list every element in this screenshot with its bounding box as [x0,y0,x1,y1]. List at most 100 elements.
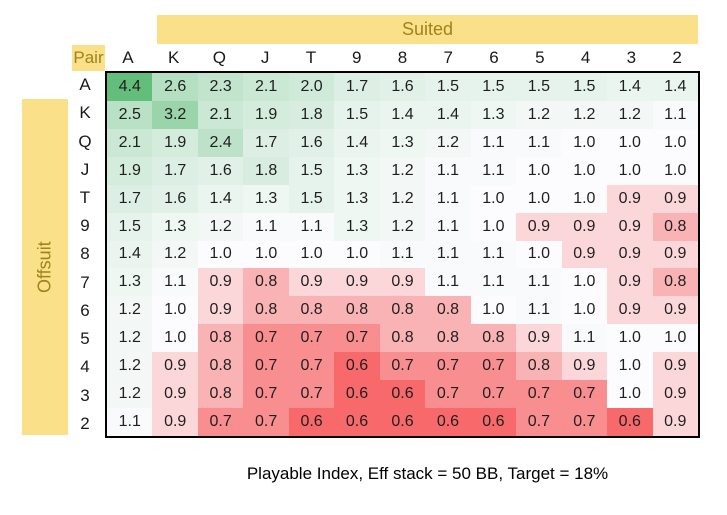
column-header: 2 [672,48,682,67]
heatmap-cell: 1.1 [516,268,562,297]
heatmap-cell: 1.1 [425,184,471,213]
heatmap-cell: 1.4 [334,128,380,157]
heatmap-cell: 1.1 [425,156,471,185]
heatmap-cell: 0.8 [243,268,289,297]
heatmap-cell: 1.2 [516,100,562,129]
heatmap-cell: 0.6 [607,408,653,436]
heatmap-cell: 1.6 [379,73,426,101]
heatmap-cell: 0.8 [334,296,380,325]
column-header: A [122,48,134,67]
heatmap-cell: 0.6 [379,408,426,436]
heatmap-cell: 1.3 [107,268,153,297]
heatmap-cell: 1.0 [607,128,653,157]
heatmap-cell: 2.5 [107,100,153,129]
heatmap-cell: 2.1 [197,100,244,129]
heatmap-cell: 0.8 [425,324,471,353]
heatmap-cell: 1.2 [379,184,426,213]
heatmap-cell: 1.0 [334,240,380,269]
heatmap-cell: 0.7 [470,352,517,381]
heatmap-cell: 1.0 [652,128,698,157]
heatmap-cell: 0.9 [379,268,426,297]
heatmap-cell: 1.1 [288,212,335,241]
heatmap-cell: 1.3 [379,128,426,157]
heatmap-cell: 0.9 [652,184,698,213]
heatmap-cell: 1.3 [243,184,289,213]
heatmap-cell: 0.7 [243,380,289,409]
row-label: 9 [80,216,90,236]
heatmap-cell: 0.9 [652,408,698,436]
heatmap-cell: 1.0 [652,324,698,353]
heatmap-cell: 0.8 [288,296,335,325]
heatmap-cell: 0.9 [607,240,653,269]
heatmap-cell: 0.9 [607,184,653,213]
heatmap-cell: 1.0 [561,156,608,185]
heatmap-cell: 1.5 [107,212,153,241]
heatmap-cell: 0.8 [197,352,244,381]
row-label: K [79,103,91,123]
heatmap-cell: 0.7 [561,380,608,409]
row-label: 3 [80,385,90,405]
heatmap-cell: 1.7 [152,156,198,185]
heatmap-cell: 0.7 [197,408,244,436]
heatmap-cell: 0.7 [334,324,380,353]
heatmap-cell: 0.7 [243,324,289,353]
heatmap-cell: 0.6 [334,352,380,381]
row-label: 5 [80,329,90,349]
heatmap-cell: 0.6 [470,408,517,436]
heatmap-cell: 1.3 [334,212,380,241]
heatmap-cell: 1.0 [561,268,608,297]
heatmap-cell: 0.8 [652,212,698,241]
pair-corner-label: Pair [72,45,105,71]
heatmap-cell: 1.1 [470,156,517,185]
heatmap-cell: 1.0 [152,296,198,325]
heatmap-cell: 1.2 [425,128,471,157]
heatmap-cell: 1.1 [379,240,426,269]
heatmap-cell: 0.7 [288,324,335,353]
heatmap-cell: 1.9 [107,156,153,185]
heatmap-cell: 0.9 [652,240,698,269]
column-header: J [260,48,270,67]
heatmap-cell: 0.7 [516,380,562,409]
heatmap-cell: 1.5 [470,73,517,101]
heatmap-cell: 1.3 [470,100,517,129]
heatmap-cell: 1.0 [561,184,608,213]
heatmap-cell: 1.6 [288,128,335,157]
heatmap-cell: 1.2 [107,380,153,409]
heatmap-cell: 1.0 [607,324,653,353]
heatmap-cell: 0.9 [652,380,698,409]
heatmap-cell: 1.2 [561,100,608,129]
row-label: A [79,75,91,95]
heatmap-cell: 0.9 [652,352,698,381]
heatmap-cell: 2.4 [197,128,244,157]
suited-axis-band: Suited [157,15,698,44]
heatmap-cell: 0.8 [197,324,244,353]
heatmap-cell: 0.7 [243,408,289,436]
heatmap-cell: 1.4 [379,100,426,129]
heatmap-cell: 1.0 [197,240,244,269]
heatmap-cell: 0.6 [288,408,335,436]
heatmap-cell: 0.7 [561,408,608,436]
heatmap-cell: 1.1 [107,408,153,436]
heatmap-cell: 1.3 [334,184,380,213]
heatmap-grid: 4.4 2.6 2.3 2.1 2.0 1.7 1.6 1.5 1.5 1.5 1.5 1.4 1.4 2… [105,71,700,438]
column-header: 9 [351,48,362,67]
heatmap-cell: 1.0 [561,296,608,325]
heatmap-cell: 1.9 [243,100,289,129]
heatmap-cell: 0.6 [379,380,426,409]
heatmap-cell: 1.8 [243,156,289,185]
heatmap-cell: 0.6 [334,380,380,409]
heatmap-cell: 1.5 [334,100,380,129]
heatmap-cell: 0.7 [425,380,471,409]
heatmap-cell: 1.4 [652,73,698,101]
column-header: K [167,48,180,67]
heatmap-cell: 0.7 [470,380,517,409]
heatmap-cell: 0.7 [425,352,471,381]
row-label: 7 [80,272,90,292]
heatmap-cell: 0.8 [425,296,471,325]
heatmap-cell: 1.1 [470,240,517,269]
heatmap-cell: 1.1 [470,128,517,157]
heatmap-cell: 1.3 [334,156,380,185]
heatmap-cell: 1.1 [561,324,608,353]
heatmap-cell: 0.6 [334,408,380,436]
heatmap-cell: 1.1 [516,296,562,325]
